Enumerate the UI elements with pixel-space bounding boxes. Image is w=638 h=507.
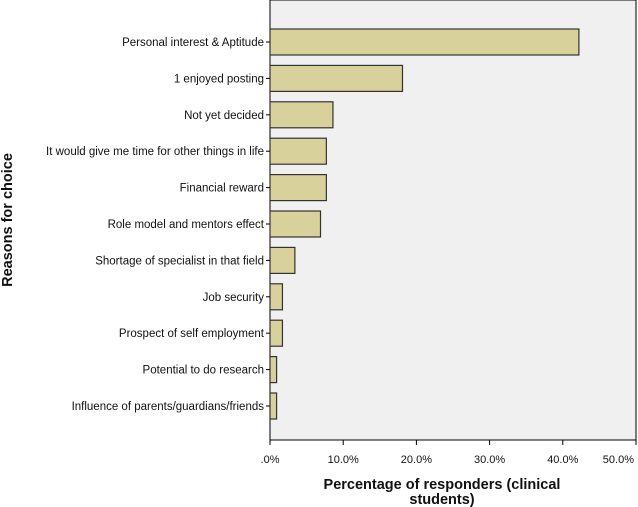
x-tick-label: .0% <box>261 454 280 466</box>
bar <box>269 28 580 56</box>
x-axis-title-line-2: students) <box>409 492 474 507</box>
x-axis-ticks: .0% 10.0% 20.0% 30.0% 40.0% 50.0% <box>261 440 637 466</box>
x-tick-label: 40.0% <box>547 454 578 466</box>
category-label: Job security <box>203 292 265 304</box>
category-labels: Personal interest & Aptitude 1 enjoyed po… <box>46 37 270 413</box>
x-tick-label: 50.0% <box>603 454 634 466</box>
x-tick-label: 30.0% <box>474 454 505 466</box>
x-tick-label: 10.0% <box>328 454 359 466</box>
bar <box>269 283 284 311</box>
category-label: Role model and mentors effect <box>108 219 265 231</box>
bar <box>269 101 334 129</box>
category-label: It would give me time for other things i… <box>46 146 264 158</box>
category-label: 1 enjoyed posting <box>174 73 264 85</box>
category-label: Not yet decided <box>184 110 264 122</box>
category-label: Personal interest & Aptitude <box>122 37 264 49</box>
bar <box>269 174 327 202</box>
bar <box>269 392 278 420</box>
category-label: Shortage of specialist in that field <box>95 255 264 267</box>
category-label: Prospect of self employment <box>119 328 265 340</box>
x-tick-label: 20.0% <box>401 454 432 466</box>
category-label: Potential to do research <box>143 365 264 377</box>
bar <box>269 210 322 238</box>
x-axis-title-line-1: Percentage of responders (clinical <box>324 477 561 493</box>
bars <box>269 28 580 420</box>
category-label: Influence of parents/guardians/friends <box>72 401 265 413</box>
category-label: Financial reward <box>180 183 264 195</box>
bar <box>269 64 404 93</box>
bar <box>269 246 296 274</box>
bar <box>269 319 284 347</box>
bar <box>269 137 327 165</box>
y-axis-title: Reasons for choice <box>0 153 16 287</box>
bar <box>269 356 278 384</box>
